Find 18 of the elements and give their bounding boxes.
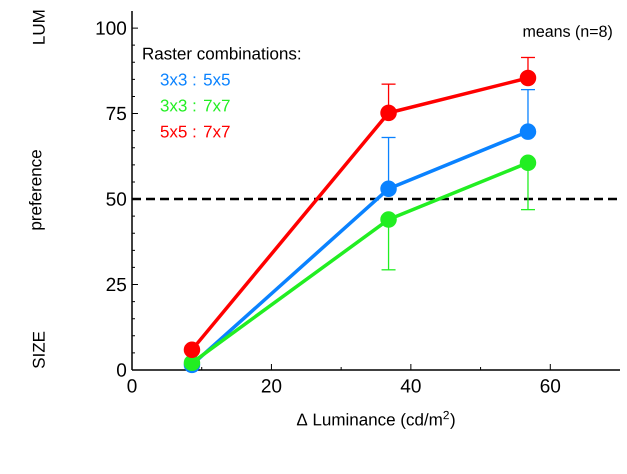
x-axis-title: Δ Luminance (cd/m$^{2}$) bbox=[296, 410, 455, 429]
y-tick-label: 0 bbox=[116, 363, 126, 377]
x-tick-label: 60 bbox=[540, 379, 560, 393]
text: 5x5 : 7x7 bbox=[160, 126, 230, 138]
y-tick-label: 25 bbox=[106, 278, 126, 292]
y-tick-label: 50 bbox=[106, 192, 126, 206]
x-tick-label: 40 bbox=[400, 379, 421, 393]
annotation: means (n=8) bbox=[524, 25, 612, 40]
text: LUM bbox=[32, 10, 45, 44]
text: SIZE bbox=[32, 332, 45, 368]
text: 3x3 : 7x7 bbox=[160, 100, 230, 112]
y-axis-title: preference bbox=[28, 150, 45, 230]
x-tick-label: 0 bbox=[127, 379, 137, 393]
text: 3x3 : 5x5 bbox=[160, 74, 230, 86]
legend-title: Raster combinations: bbox=[143, 47, 300, 60]
x-tick-label: 20 bbox=[262, 379, 282, 393]
y-tick-label: 100 bbox=[96, 21, 126, 35]
y-tick-label: 75 bbox=[106, 106, 126, 120]
